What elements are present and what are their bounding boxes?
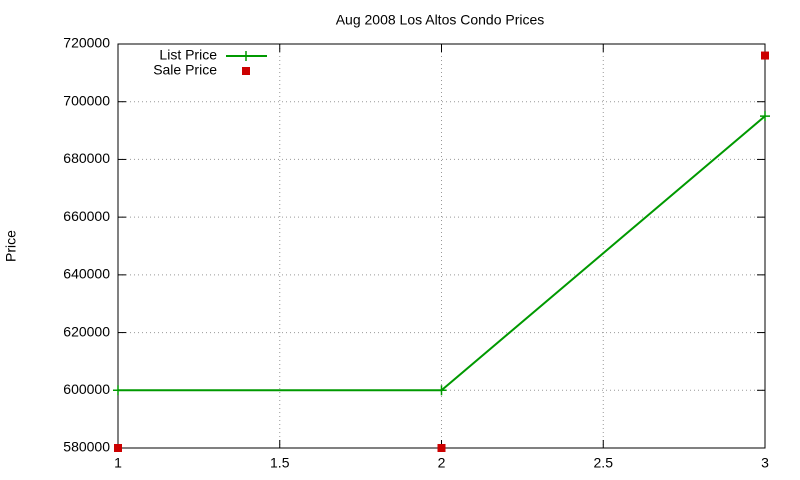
- y-axis-label: Price: [3, 230, 19, 262]
- x-tick-label: 2: [438, 455, 446, 471]
- x-tick-label: 2.5: [594, 455, 614, 471]
- chart-title: Aug 2008 Los Altos Condo Prices: [336, 12, 545, 28]
- marker: [761, 51, 769, 60]
- y-tick-label: 620000: [63, 323, 110, 339]
- legend-marker: [242, 67, 250, 75]
- y-tick-label: 660000: [63, 208, 110, 224]
- marker: [113, 385, 123, 396]
- marker: [436, 385, 447, 396]
- marker: [437, 444, 446, 452]
- y-tick-label: 640000: [63, 266, 110, 282]
- legend-label: List Price: [159, 47, 217, 63]
- y-tick-label: 700000: [63, 92, 110, 108]
- y-tick-label: 680000: [63, 150, 110, 166]
- marker: [760, 111, 770, 122]
- y-tick-label: 580000: [63, 439, 110, 455]
- legend-label: Sale Price: [153, 62, 217, 78]
- x-tick-label: 3: [761, 455, 769, 471]
- y-tick-label: 720000: [63, 35, 110, 51]
- legend-marker: [241, 51, 251, 61]
- x-tick-label: 1: [114, 455, 122, 471]
- x-tick-label: 1.5: [270, 455, 290, 471]
- y-tick-label: 600000: [63, 381, 110, 397]
- marker: [114, 444, 122, 452]
